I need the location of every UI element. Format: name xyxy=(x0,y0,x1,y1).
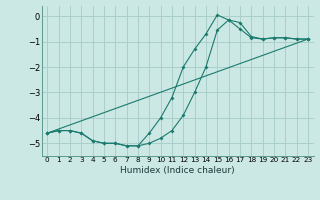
X-axis label: Humidex (Indice chaleur): Humidex (Indice chaleur) xyxy=(120,166,235,175)
